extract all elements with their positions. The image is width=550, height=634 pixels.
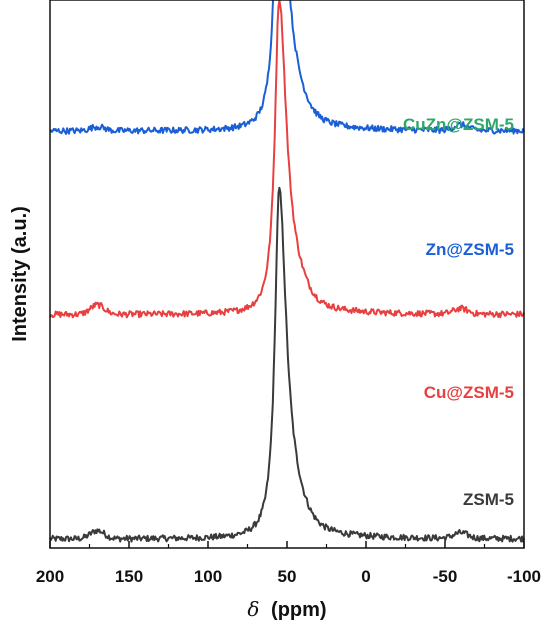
series-label-cu-zsm-5: Cu@ZSM-5	[424, 383, 514, 402]
series-label-cuzn-zsm-5: CuZn@ZSM-5	[403, 115, 514, 134]
series-line-zn-zsm-5	[49, 0, 525, 135]
x-tick-label: 150	[115, 567, 143, 586]
series-line-cu-zsm-5	[49, 0, 525, 319]
x-axis-label: δ (ppm)	[247, 597, 326, 621]
x-axis-ticks: 200 150 100 50 0 -50 -100	[36, 541, 541, 586]
series-label-zsm-5: ZSM-5	[463, 490, 514, 509]
series-labels: ZSM-5 Cu@ZSM-5 Zn@ZSM-5 CuZn@ZSM-5	[403, 115, 514, 509]
series-line-zsm-5	[49, 186, 525, 543]
y-axis-label: Intensity (a.u.)	[9, 206, 31, 342]
x-axis-symbol: δ	[247, 597, 259, 621]
x-axis-unit: (ppm)	[271, 599, 327, 621]
x-tick-label: -50	[433, 567, 458, 586]
x-tick-label: 0	[361, 567, 370, 586]
series-traces	[49, 0, 525, 543]
x-tick-label: 200	[36, 567, 64, 586]
plot-frame	[49, 0, 525, 549]
x-tick-label: -100	[507, 567, 541, 586]
series-label-zn-zsm-5: Zn@ZSM-5	[426, 240, 514, 259]
x-tick-label: 50	[278, 567, 297, 586]
x-tick-label: 100	[194, 567, 222, 586]
